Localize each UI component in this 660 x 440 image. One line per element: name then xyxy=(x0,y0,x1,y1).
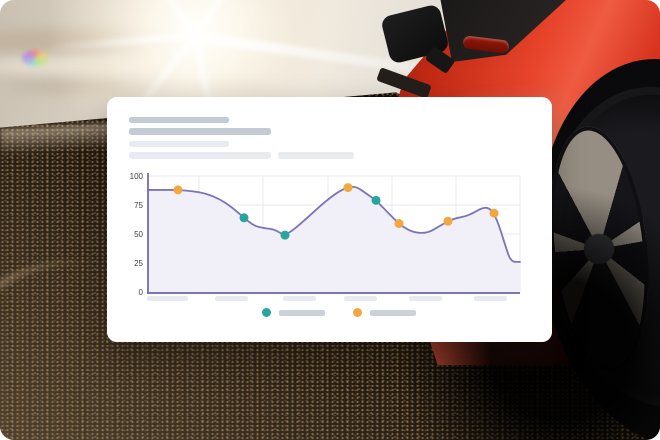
text-placeholder-line xyxy=(278,152,354,159)
legend-item-teal-series xyxy=(262,308,325,317)
legend-item-orange-series xyxy=(353,308,416,317)
legend-dot-orange-series xyxy=(353,308,362,317)
data-point-teal-series xyxy=(239,213,249,223)
data-point-teal-series xyxy=(280,230,290,240)
y-axis-tick-label: 100 xyxy=(129,172,143,181)
lens-flare xyxy=(22,50,48,66)
data-point-orange-series xyxy=(489,208,499,218)
y-axis-tick-label: 75 xyxy=(134,201,143,210)
legend-label-placeholder xyxy=(370,309,416,316)
text-placeholder-line xyxy=(129,152,271,159)
area-chart-plot xyxy=(147,173,521,294)
text-placeholder-line xyxy=(129,141,229,147)
data-point-teal-series xyxy=(371,195,381,205)
y-axis-tick-label: 25 xyxy=(134,259,143,268)
chart-legend xyxy=(262,308,416,317)
x-axis-tick-placeholder xyxy=(147,296,188,301)
x-axis-tick-placeholder xyxy=(283,296,316,301)
y-axis-tick-label: 50 xyxy=(134,230,143,239)
x-axis-tick-placeholder xyxy=(215,296,248,301)
legend-label-placeholder xyxy=(279,309,325,316)
x-axis-tick-placeholder xyxy=(409,296,442,301)
data-point-orange-series xyxy=(343,183,353,193)
dashboard-card: 100 75 50 25 0 xyxy=(107,97,552,342)
x-axis-tick-placeholder xyxy=(344,296,377,301)
data-point-orange-series xyxy=(173,185,183,195)
text-placeholder-line xyxy=(129,117,229,123)
legend-dot-teal-series xyxy=(262,308,271,317)
text-placeholder-line xyxy=(129,128,271,135)
y-axis-tick-label: 0 xyxy=(138,288,143,297)
data-point-orange-series xyxy=(443,216,453,226)
data-point-orange-series xyxy=(394,219,404,229)
x-axis-tick-placeholder xyxy=(474,296,507,301)
